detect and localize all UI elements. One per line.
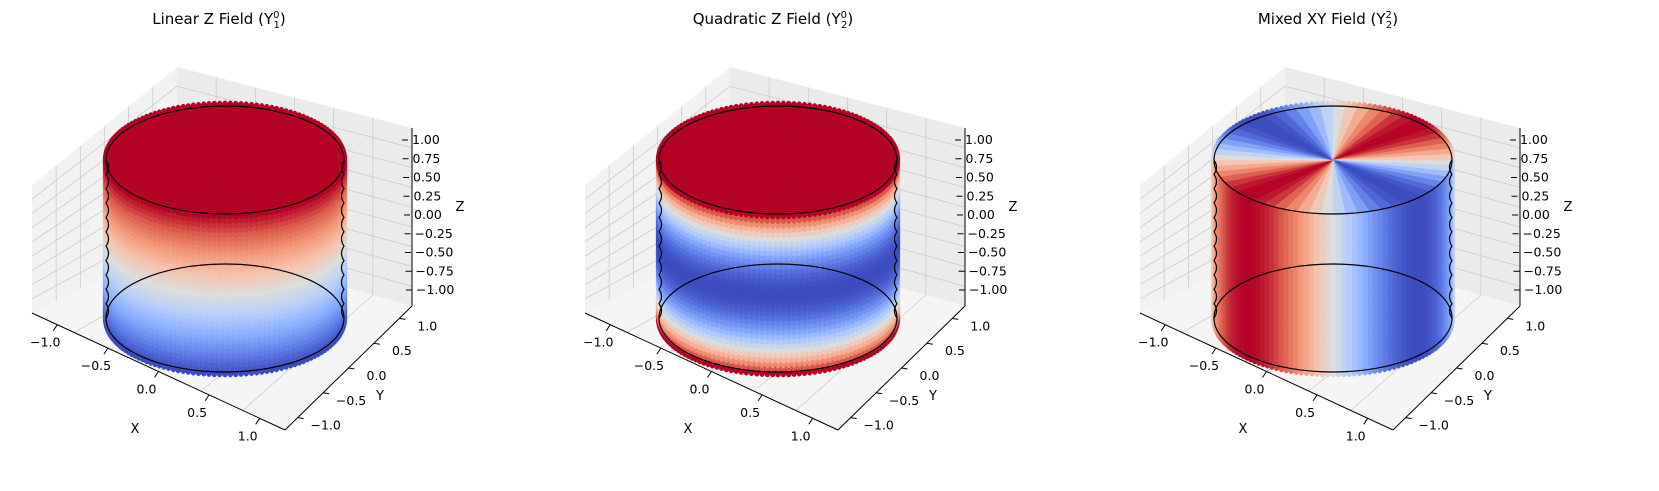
- grid-line: [31, 85, 178, 200]
- scatter-points: [102, 100, 348, 378]
- subplot-1: −1.0−0.50.00.51.0X1.00.50.0−0.5−1.0Y−1.0…: [30, 10, 464, 443]
